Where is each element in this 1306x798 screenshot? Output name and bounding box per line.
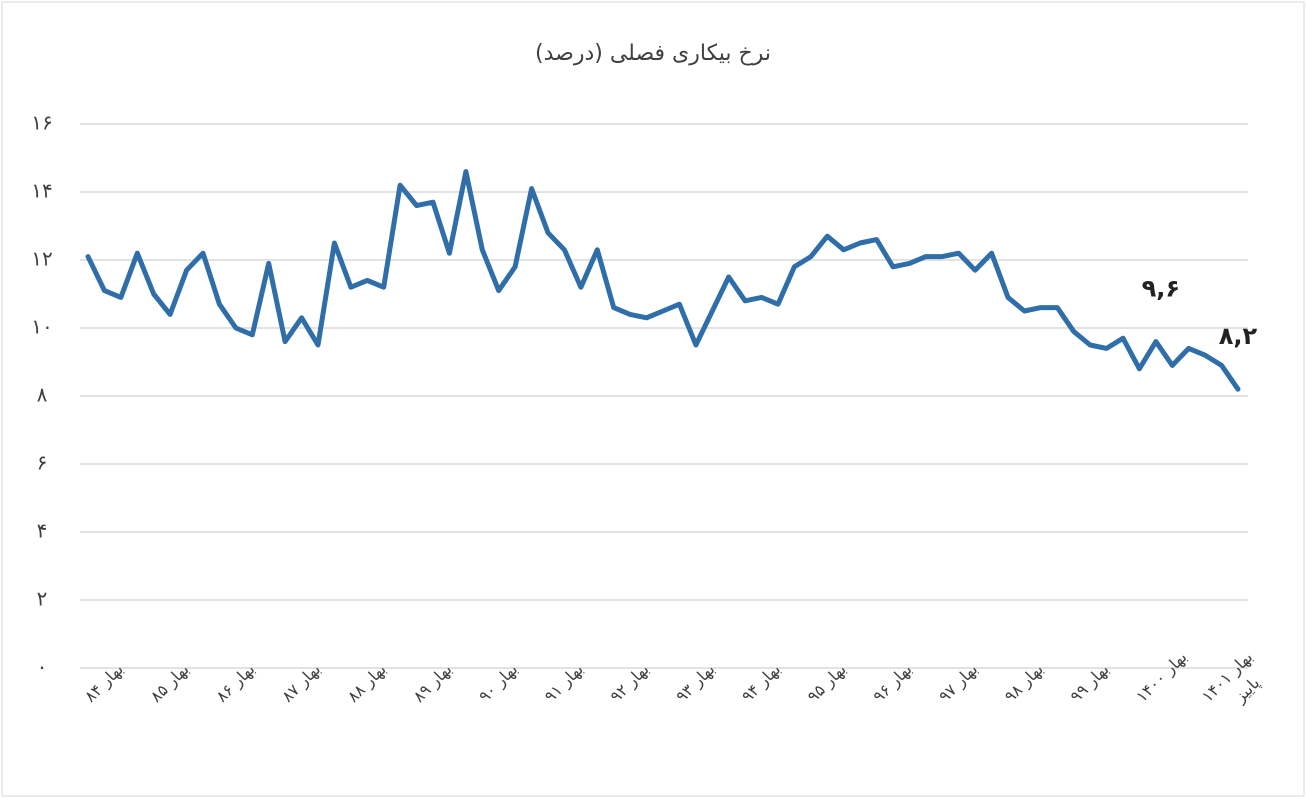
- chart-title: نرخ بیکاری فصلی (درصد): [535, 41, 771, 66]
- y-tick-label: ۰: [37, 655, 48, 679]
- data-label: ۸,۲: [1219, 322, 1258, 350]
- y-tick-label: ۱۲: [31, 247, 52, 271]
- y-tick-label: ۱۴: [31, 179, 52, 203]
- data-line: [85, 169, 1241, 392]
- y-tick-label: ۴: [37, 519, 48, 543]
- y-tick-label: ۱۶: [31, 111, 52, 135]
- y-tick-label: ۲: [37, 587, 48, 611]
- data-label: ۹,۶: [1142, 275, 1180, 303]
- y-tick-label: ۸: [37, 383, 48, 407]
- y-tick-label: ۶: [37, 451, 48, 475]
- y-tick-label: ۱۰: [31, 315, 52, 339]
